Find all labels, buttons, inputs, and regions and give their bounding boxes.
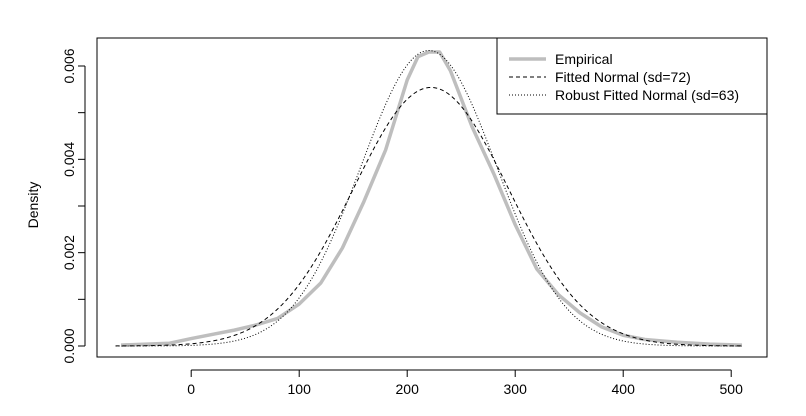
series-line-2 [115,86,743,347]
legend-label: Empirical [555,51,613,67]
y-tick-label: 0.000 [61,328,77,363]
y-axis-title: Density [25,182,41,229]
series-line-1 [120,50,743,347]
plot-frame [96,37,768,358]
legend-box [496,37,768,115]
x-tick-label: 500 [720,381,744,397]
legend-label: Fitted Normal (sd=72) [555,69,691,85]
series-line-3 [115,49,742,347]
x-tick-label: 300 [504,381,528,397]
legend: Empirical Fitted Normal (sd=72) Robust Fit… [496,37,768,115]
x-tick-label: 100 [288,381,312,397]
legend-label: Robust Fitted Normal (sd=63) [555,87,739,103]
x-axis: 0 100 200 300 400 500 [187,369,744,397]
y-axis: 0.000 0.002 0.004 0.006 [61,48,86,364]
y-tick-label: 0.004 [61,142,77,177]
x-tick-label: 0 [187,381,195,397]
x-tick-label: 200 [396,381,420,397]
y-tick-label: 0.006 [61,48,77,83]
y-tick-label: 0.002 [61,235,77,270]
x-tick-label: 400 [612,381,636,397]
